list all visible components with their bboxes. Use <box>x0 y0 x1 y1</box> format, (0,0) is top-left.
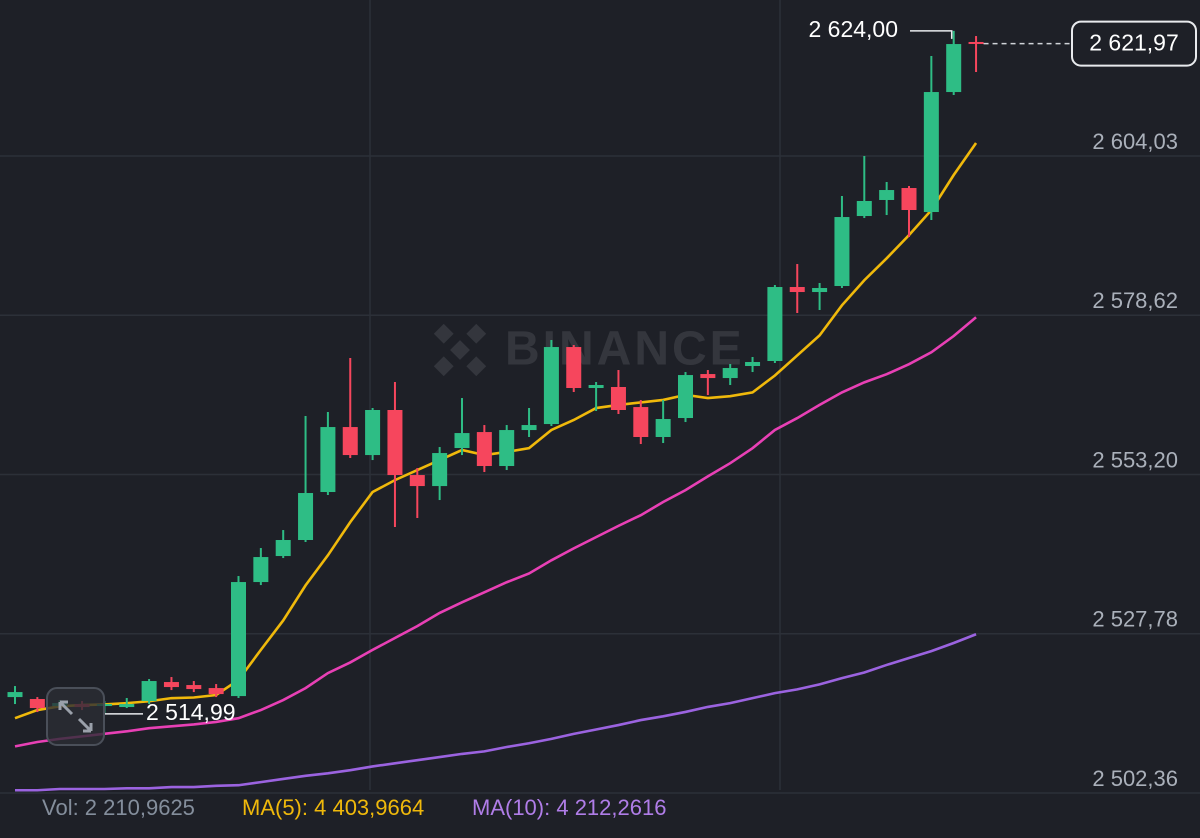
candle-body <box>968 41 984 44</box>
watermark-logo <box>433 323 487 377</box>
ma-line <box>14 316 977 748</box>
last-price-label: 2 621,97 <box>1089 30 1179 56</box>
candle-body <box>745 362 761 367</box>
candle-body <box>812 288 828 293</box>
candle-body <box>432 453 448 487</box>
candle-body <box>186 685 202 690</box>
candle-body <box>320 427 336 493</box>
expand-icon[interactable] <box>46 687 105 746</box>
candle-body <box>342 427 358 456</box>
candle-body <box>543 347 559 425</box>
candle-body <box>499 430 515 467</box>
candle-body <box>119 704 135 708</box>
candle-body <box>588 385 604 389</box>
candle-body <box>901 188 917 211</box>
labels: 2 624,00 2 514,99 2 621,97 <box>104 16 1197 725</box>
candle-body <box>834 217 850 287</box>
candle-body <box>141 681 157 702</box>
candle-body <box>923 92 939 213</box>
candle-body <box>879 190 895 200</box>
candle-body <box>231 582 246 697</box>
candle-body <box>946 44 962 93</box>
footer: Vol: 2 210,9625 MA(5): 4 403,9664 MA(10): … <box>42 795 666 820</box>
y-tick-label: 2 578,62 <box>1092 288 1178 313</box>
low-label: 2 514,99 <box>146 699 236 725</box>
candle-body <box>655 419 671 438</box>
footer-item: MA(10): 4 212,2616 <box>472 795 666 820</box>
last-price-box <box>1071 20 1197 67</box>
candle-body <box>521 425 537 431</box>
candle-body <box>387 410 403 476</box>
candle-body <box>789 287 805 293</box>
candle-body <box>298 493 314 541</box>
high-pointer <box>910 30 953 39</box>
ma-lines <box>14 142 978 792</box>
candle-body <box>856 200 872 217</box>
candle-body <box>678 375 693 419</box>
candle-body <box>700 374 716 379</box>
candle-body <box>610 387 626 410</box>
ma-line <box>14 142 978 720</box>
candle-body <box>722 368 738 379</box>
candle-body <box>476 432 492 467</box>
grid: 2 502,36 2 527,78 2 553,20 2 578,62 2 604,03 <box>0 129 1200 794</box>
candle-body <box>29 699 45 709</box>
candle-body <box>7 692 23 698</box>
candle-body <box>454 433 470 449</box>
candle-body <box>208 688 224 695</box>
candles <box>7 30 984 714</box>
footer-item: MA(5): 4 403,9664 <box>242 795 424 820</box>
candle-body <box>253 557 269 583</box>
watermark-text: BINANCE <box>505 323 745 376</box>
y-tick-label: 2 604,03 <box>1092 129 1178 154</box>
candle-body <box>767 287 783 362</box>
footer-item: Vol: 2 210,9625 <box>42 795 195 820</box>
y-tick-label: 2 553,20 <box>1092 447 1178 472</box>
y-tick-label: 2 502,36 <box>1092 766 1178 791</box>
candle-body <box>566 347 582 389</box>
candle-body <box>163 682 179 688</box>
high-label: 2 624,00 <box>808 16 898 42</box>
candle-body <box>633 407 649 438</box>
candle-body <box>409 475 425 487</box>
y-tick-label: 2 527,78 <box>1092 607 1178 632</box>
ma-line <box>15 633 977 792</box>
candle-body <box>275 540 291 557</box>
candle-body <box>365 410 381 456</box>
